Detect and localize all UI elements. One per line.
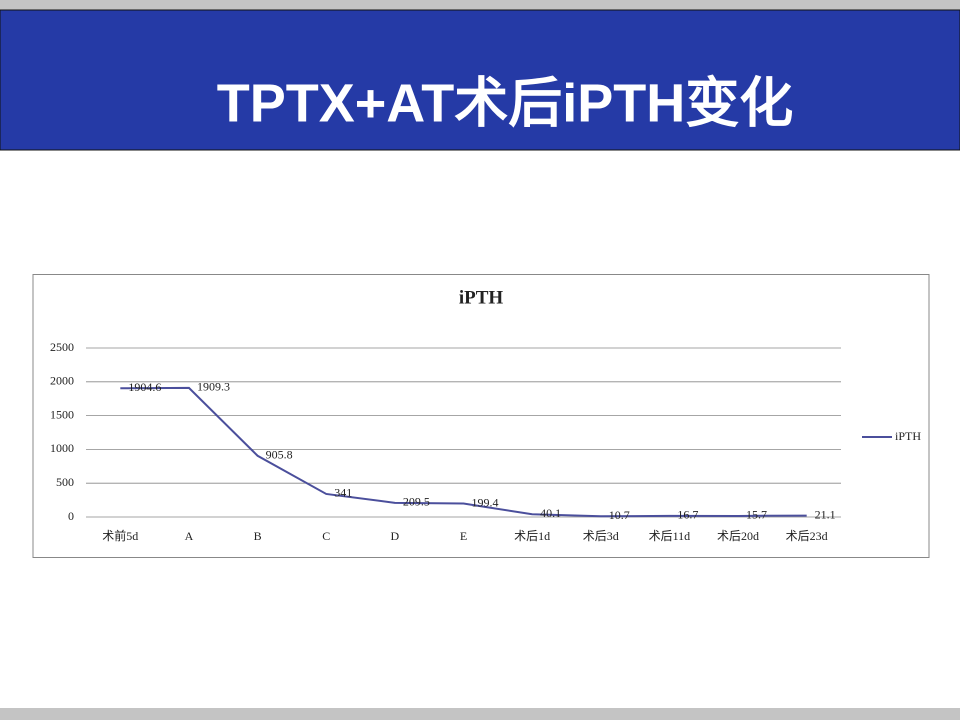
y-tick-label: 2500 <box>50 340 74 354</box>
top-bar <box>0 0 960 10</box>
y-tick-label: 0 <box>68 509 74 523</box>
x-tick-label: D <box>391 529 400 543</box>
data-label: 40.1 <box>540 506 561 520</box>
y-tick-label: 2000 <box>50 374 74 388</box>
x-tick-label: 术后3d <box>583 529 619 543</box>
bottom-bar <box>0 708 960 720</box>
legend-label: iPTH <box>895 429 921 443</box>
x-tick-label: 术后11d <box>649 529 691 543</box>
y-tick-label: 1000 <box>50 441 74 455</box>
x-tick-label: 术后20d <box>717 529 759 543</box>
x-tick-label: A <box>185 529 194 543</box>
slide-title: TPTX+AT术后iPTH变化 <box>217 73 794 133</box>
data-label: 341 <box>334 486 352 500</box>
x-tick-label: B <box>254 529 262 543</box>
data-label: 199.4 <box>472 495 499 509</box>
data-label: 21.1 <box>815 507 836 521</box>
data-label: 1904.6 <box>128 380 161 394</box>
x-tick-label: 术前5d <box>102 528 138 543</box>
data-line <box>120 386 807 518</box>
data-label: 209.5 <box>403 495 430 509</box>
x-tick-label: E <box>460 529 467 543</box>
y-tick-label: 1500 <box>50 407 74 421</box>
data-label: 15.7 <box>746 508 767 522</box>
y-tick-label: 500 <box>56 475 74 489</box>
header <box>0 9 960 151</box>
x-tick-label: 术后1d <box>514 529 550 543</box>
chart-title: iPTH <box>459 287 504 308</box>
data-label: 16.7 <box>677 508 698 522</box>
data-label: 905.8 <box>266 448 293 462</box>
x-tick-label: C <box>322 529 330 543</box>
data-label: 1909.3 <box>197 380 230 394</box>
data-label: 10.7 <box>609 508 630 522</box>
x-tick-label: 术后23d <box>786 529 828 543</box>
